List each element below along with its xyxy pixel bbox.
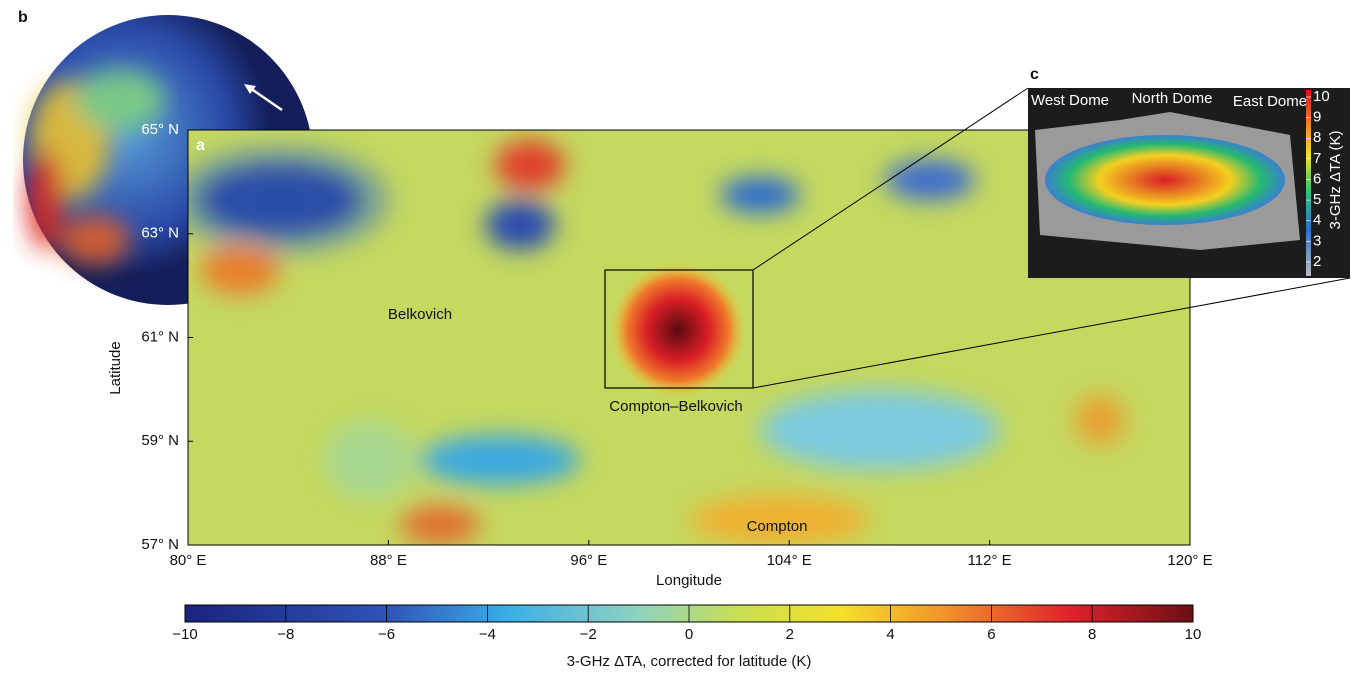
colorbar	[1306, 90, 1311, 276]
colorbar-tick-label: 8	[1088, 626, 1096, 643]
connector	[752, 277, 1351, 389]
map	[188, 130, 1190, 545]
y-tick-label: 63° N	[141, 225, 179, 242]
annotation: North Dome	[1132, 90, 1213, 107]
colorbar-tick-label: 8	[1313, 129, 1321, 146]
x-axis-label: Longitude	[656, 572, 722, 589]
panel-label: a	[196, 137, 205, 154]
colorbar-tick-label: 6	[987, 626, 995, 643]
colorbar-tick-label: 4	[1313, 212, 1321, 229]
colorbar-tick-label: −6	[378, 626, 395, 643]
colorbar-tick-label: 10	[1313, 88, 1330, 105]
y-tick-label: 65° N	[141, 121, 179, 138]
panel-c	[1028, 88, 1350, 278]
annotation: Belkovich	[388, 306, 452, 323]
connector	[752, 87, 1029, 271]
x-tick-label: 112° E	[968, 552, 1012, 569]
panel-label: c	[1030, 66, 1039, 83]
colorbar-tick-label: 0	[685, 626, 693, 643]
colorbar-tick-label: 2	[1313, 253, 1321, 270]
colorbar-tick-label: −4	[479, 626, 496, 643]
annotation: Compton–Belkovich	[609, 398, 742, 415]
annotation: Compton	[747, 518, 808, 535]
colorbar-tick-label: 6	[1313, 170, 1321, 187]
y-tick-label: 61° N	[141, 328, 179, 345]
colorbar-tick-label: 10	[1185, 626, 1202, 643]
colorbar-tick-label: 7	[1313, 150, 1321, 167]
colorbar-tick-label: 4	[886, 626, 894, 643]
colorbar-tick-label: 9	[1313, 109, 1321, 126]
x-tick-label: 88° E	[370, 552, 407, 569]
colorbar-tick-label: 5	[1313, 191, 1321, 208]
colorbar-tick-label: −8	[277, 626, 294, 643]
inset-box	[604, 269, 754, 389]
y-axis-label: Latitude	[107, 341, 124, 394]
panel-label: b	[18, 9, 28, 26]
colorbar-label: 3-GHz ΔTA (K)	[1327, 131, 1344, 230]
x-tick-label: 104° E	[767, 552, 812, 569]
annotation: East Dome	[1233, 93, 1307, 110]
x-tick-label: 96° E	[570, 552, 607, 569]
y-tick-label: 59° N	[141, 432, 179, 449]
colorbar-label: 3-GHz ΔTA, corrected for latitude (K)	[567, 653, 812, 670]
x-tick-label: 80° E	[170, 552, 207, 569]
y-tick-label: 57° N	[141, 536, 179, 553]
x-tick-label: 120° E	[1167, 552, 1212, 569]
colorbar-tick-label: −10	[172, 626, 197, 643]
annotation: West Dome	[1031, 92, 1109, 109]
colorbar-tick-label: −2	[580, 626, 597, 643]
colorbar-tick-label: 2	[786, 626, 794, 643]
colorbar-tick-label: 3	[1313, 232, 1321, 249]
